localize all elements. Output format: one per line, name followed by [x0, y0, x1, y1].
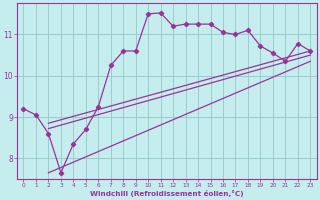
X-axis label: Windchill (Refroidissement éolien,°C): Windchill (Refroidissement éolien,°C): [90, 190, 244, 197]
